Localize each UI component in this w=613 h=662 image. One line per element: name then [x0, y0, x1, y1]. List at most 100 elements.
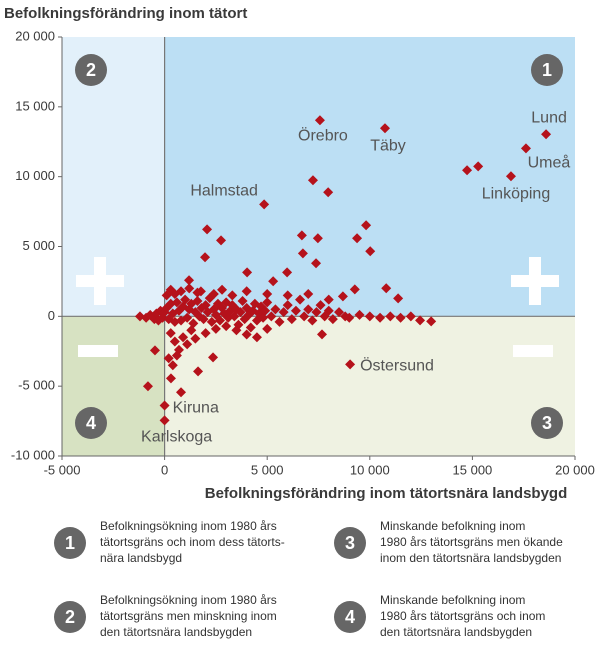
point	[182, 312, 193, 323]
point	[297, 248, 308, 259]
legend-text: inom den tätortsnära landsbygden	[380, 551, 561, 565]
point	[262, 323, 273, 334]
legend-badge-number: 4	[345, 607, 355, 627]
legend-badge-number: 3	[345, 533, 355, 553]
point	[278, 307, 289, 318]
point	[295, 294, 306, 305]
point	[290, 305, 301, 316]
point	[192, 287, 203, 298]
point	[259, 199, 270, 210]
point	[190, 333, 201, 344]
point	[237, 295, 248, 306]
point	[262, 297, 273, 308]
y-tick-label: 15 000	[15, 98, 55, 113]
point	[260, 305, 271, 316]
point	[462, 165, 473, 176]
chart-title: Befolkningsförändring inom tätort	[4, 5, 247, 22]
point	[337, 291, 348, 302]
point	[286, 314, 297, 325]
minus-icon	[78, 345, 118, 357]
point	[180, 294, 191, 305]
point	[311, 258, 322, 269]
legend-text: Minskande befolkning inom	[380, 593, 525, 607]
point	[426, 316, 437, 327]
point	[312, 233, 323, 244]
quadrant-badge-number: 2	[86, 60, 96, 80]
x-tick-label: 0	[161, 462, 168, 477]
point	[307, 175, 318, 186]
point	[323, 294, 334, 305]
point	[186, 325, 197, 336]
point	[216, 235, 227, 246]
minus-icon	[513, 345, 553, 357]
point	[215, 315, 226, 326]
legend-text: nära landsbygd	[100, 551, 182, 565]
point	[169, 336, 180, 347]
plus-icon	[94, 257, 106, 305]
point	[241, 329, 252, 340]
x-tick-label: 10 000	[350, 462, 390, 477]
point	[235, 307, 246, 318]
x-axis-title: Befolkningsförändring inom tätortsnära l…	[205, 485, 568, 502]
legend-text: 1980 års tätortsgräns men ökande	[380, 535, 563, 549]
point-label: Halmstad	[190, 183, 258, 200]
point	[349, 284, 360, 295]
legend-text: tätortsgräns och inom dess tätorts-	[100, 535, 285, 549]
point	[227, 290, 238, 301]
point	[316, 329, 327, 340]
point	[184, 283, 195, 294]
point	[296, 230, 307, 241]
point	[159, 415, 170, 426]
point	[505, 171, 516, 182]
point	[217, 284, 228, 295]
point-label: Lund	[531, 109, 567, 126]
point	[364, 311, 375, 322]
point-label: Täby	[370, 137, 406, 154]
point	[208, 288, 219, 299]
point	[361, 220, 372, 231]
y-tick-label: 0	[48, 308, 55, 323]
quadrant-badge-number: 4	[86, 413, 96, 433]
point-label: Linköping	[482, 185, 551, 202]
plus-icon	[529, 257, 541, 305]
legend-text: Minskande befolkning inom	[380, 519, 525, 533]
point	[354, 309, 365, 320]
point	[268, 276, 279, 287]
point	[323, 187, 334, 198]
point	[182, 339, 193, 350]
point	[231, 325, 242, 336]
quadrant-badge	[531, 407, 563, 439]
point	[323, 305, 334, 316]
point-label: Umeå	[528, 154, 571, 172]
point	[251, 332, 262, 343]
point	[381, 283, 392, 294]
point	[393, 293, 404, 304]
point	[344, 312, 355, 323]
point	[352, 233, 363, 244]
point	[171, 350, 182, 361]
legend-text: Befolkningsökning inom 1980 års	[100, 593, 277, 607]
point	[307, 315, 318, 326]
point	[241, 286, 252, 297]
quadrant-badge	[75, 407, 107, 439]
point	[159, 400, 170, 411]
quadrant-badge	[531, 54, 563, 86]
point	[395, 312, 406, 323]
x-tick-label: 20 000	[555, 462, 595, 477]
legend-badge	[54, 527, 86, 559]
point	[171, 297, 182, 308]
point	[365, 246, 376, 257]
x-tick-label: -5 000	[44, 462, 81, 477]
legend-text: den tätortsnära landsbygden	[380, 625, 532, 639]
legend-badge	[334, 601, 366, 633]
point	[149, 345, 160, 356]
point	[142, 381, 153, 392]
point	[405, 311, 416, 322]
point	[303, 288, 314, 299]
point	[165, 328, 176, 339]
point	[198, 314, 209, 325]
point	[274, 316, 285, 327]
point	[327, 314, 338, 325]
point	[314, 115, 325, 126]
